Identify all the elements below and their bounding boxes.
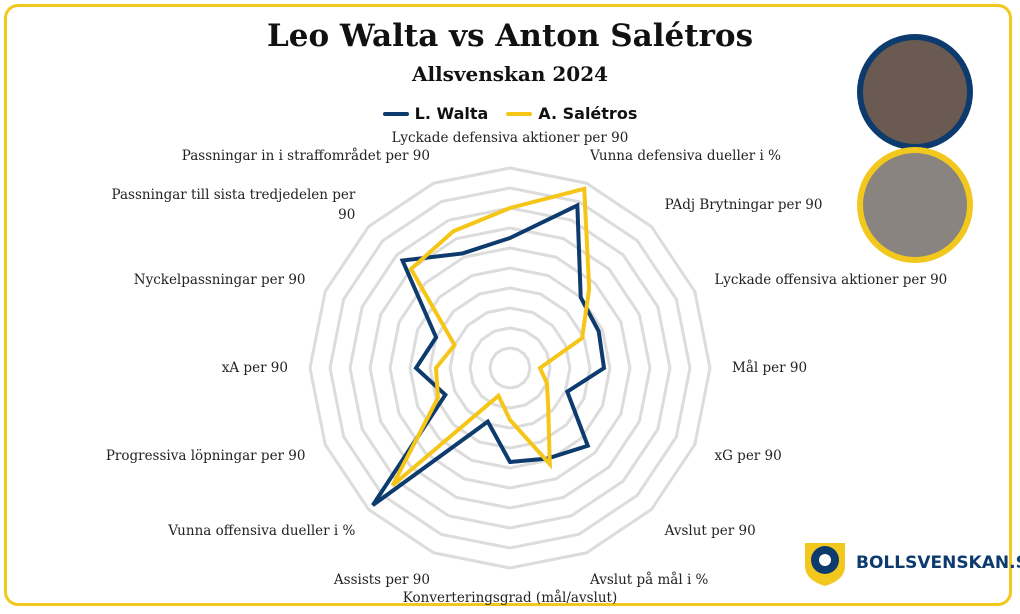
axis-label: Nyckelpassningar per 90 [133,271,306,288]
legend-swatch [506,111,533,116]
logo: BOLLSVENSKAN.SE [800,538,1020,588]
chart-subtitle: Allsvenskan 2024 [411,62,609,86]
grid-ring [328,186,692,550]
grid-ring [408,266,612,470]
legend: L. Walta A. Salétros [0,104,1020,123]
grid-ring [388,246,632,490]
axis-label: Mål per 90 [732,360,808,376]
axis-label: Assists per 90 [333,572,430,589]
legend-item: L. Walta [382,104,489,123]
axis-label: Lyckade offensiva aktioner per 90 [714,271,948,288]
axis-label: Vunna offensiva dueller i % [168,522,356,539]
grid-ring [348,206,672,530]
logo-icon [805,543,845,586]
axis-label: Avslut på mål i % [590,572,709,589]
grid-ring [308,166,712,570]
axis-label: Avslut per 90 [664,522,756,539]
grid-ring [368,226,652,510]
legend-item: A. Salétros [506,104,637,123]
player-photo-inner [863,153,967,257]
axis-label: Lyckade defensiva aktioner per 90 [391,130,629,146]
grid-ring [488,346,532,390]
series-line [390,186,592,487]
axis-label: Passningar till sista tredjedelen per 90 [111,187,356,224]
player-photo-inner [863,40,967,144]
axis-label: Konverteringsgrad (mål/avslut) [402,590,618,606]
grid-ring [448,306,572,430]
series-line [371,202,607,507]
axis-label: xG per 90 [714,448,782,465]
axis-label: Vunna defensiva dueller i % [590,147,781,164]
grid-ring [468,326,552,410]
axis-label: Progressiva löpningar per 90 [105,448,306,465]
legend-swatch [382,111,409,116]
frame [4,4,1012,606]
axis-label: Passningar in i straffområdet per 90 [181,147,430,164]
grid-ring [428,286,592,450]
legend-label: L. Walta [414,104,489,123]
logo-text: BOLLSVENSKAN.SE [856,553,1020,573]
axis-label: PAdj Brytningar per 90 [664,197,823,214]
chart-title: Leo Walta vs Anton Salétros [266,18,754,54]
axis-label: xA per 90 [221,360,288,376]
legend-label: A. Salétros [538,104,638,123]
